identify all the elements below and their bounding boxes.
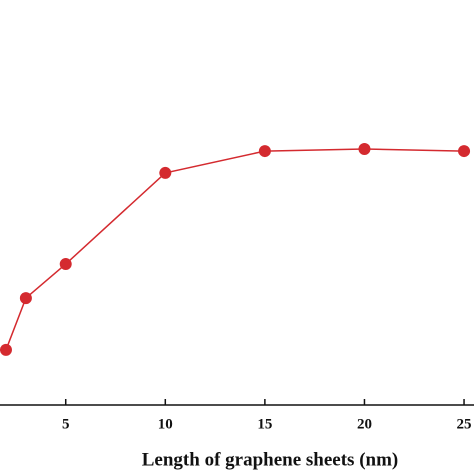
point	[258, 145, 271, 158]
series-line	[5, 148, 465, 351]
x-tick-label: 15	[257, 416, 272, 432]
x-tick-label: 20	[357, 416, 372, 432]
point	[458, 145, 471, 158]
point	[19, 292, 32, 305]
x-tick-label: 25	[457, 416, 472, 432]
point	[0, 343, 12, 356]
point	[358, 143, 371, 156]
point	[159, 166, 172, 179]
x-tick-label: 10	[158, 416, 173, 432]
x-tick-label: 5	[62, 416, 70, 432]
x-axis-title: Length of graphene sheets (nm)	[142, 449, 399, 470]
point	[59, 258, 72, 271]
